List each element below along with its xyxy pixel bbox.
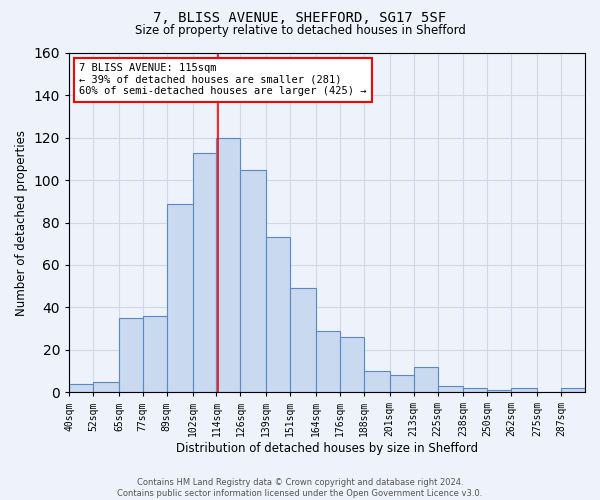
Text: Contains HM Land Registry data © Crown copyright and database right 2024.
Contai: Contains HM Land Registry data © Crown c…: [118, 478, 482, 498]
Bar: [69, 384, 93, 392]
Bar: [340, 337, 364, 392]
Bar: [193, 152, 217, 392]
X-axis label: Distribution of detached houses by size in Shefford: Distribution of detached houses by size …: [176, 442, 478, 455]
Bar: [290, 288, 316, 392]
Bar: [143, 316, 167, 392]
Bar: [241, 170, 266, 392]
Text: 7 BLISS AVENUE: 115sqm
← 39% of detached houses are smaller (281)
60% of semi-de: 7 BLISS AVENUE: 115sqm ← 39% of detached…: [79, 63, 367, 96]
Bar: [316, 330, 340, 392]
Bar: [93, 382, 119, 392]
Bar: [463, 388, 487, 392]
Bar: [511, 388, 537, 392]
Bar: [266, 238, 290, 392]
Bar: [413, 366, 437, 392]
Bar: [487, 390, 511, 392]
Bar: [437, 386, 463, 392]
Text: Size of property relative to detached houses in Shefford: Size of property relative to detached ho…: [134, 24, 466, 37]
Bar: [167, 204, 193, 392]
Bar: [390, 375, 413, 392]
Y-axis label: Number of detached properties: Number of detached properties: [15, 130, 28, 316]
Bar: [364, 371, 390, 392]
Bar: [217, 138, 241, 392]
Bar: [119, 318, 143, 392]
Text: 7, BLISS AVENUE, SHEFFORD, SG17 5SF: 7, BLISS AVENUE, SHEFFORD, SG17 5SF: [154, 11, 446, 25]
Bar: [561, 388, 585, 392]
